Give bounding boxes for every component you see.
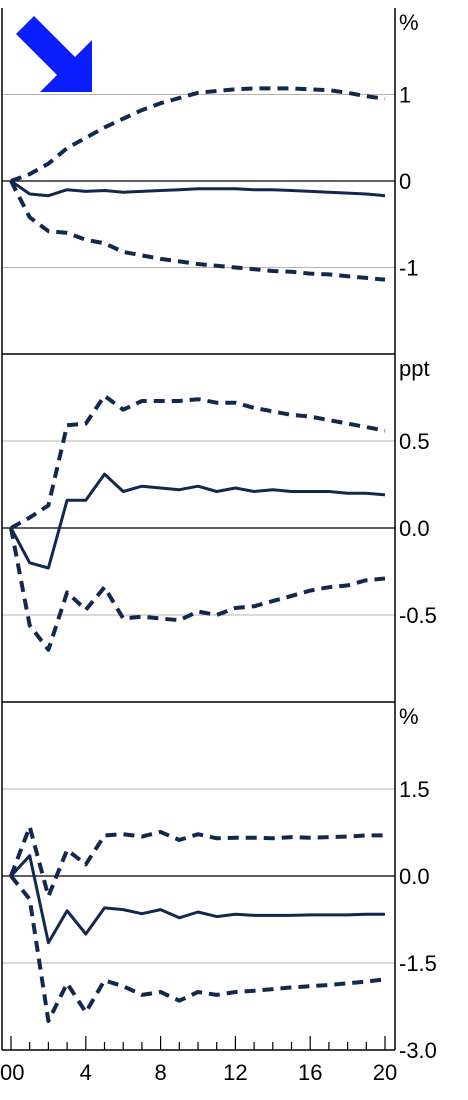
panel-2: 0.5 0.0 -0.5 ppt — [2, 356, 437, 652]
arrow-down-right-icon — [16, 16, 92, 92]
x-tick-label: 20 — [373, 1060, 397, 1085]
y-tick-label: 1 — [399, 83, 411, 108]
x-tick-label: 4 — [80, 1060, 92, 1085]
x-tick-label: 16 — [298, 1060, 322, 1085]
x-tick-label: 8 — [154, 1060, 166, 1085]
panel-3: 1.5 0.0 -1.5 -3.0% — [2, 704, 437, 1063]
x-axis: 00 4 8 12 16 20 — [0, 1036, 397, 1085]
x-tick-label: 12 — [223, 1060, 247, 1085]
unit-label: % — [399, 704, 419, 729]
y-tick-label: 0.0 — [399, 516, 430, 541]
central-estimate-line — [10, 179, 386, 198]
x-tick-label: 00 — [0, 1060, 24, 1085]
y-tick-label: -1 — [399, 256, 419, 281]
central-estimate-line — [9, 472, 386, 570]
chart-panels: 1 0 -1% 0.5 0.0 -0.5 ppt 1.5 0.0 -1.5 -3.0% — [1, 8, 437, 1063]
unit-label: ppt — [399, 356, 430, 381]
confidence-band-line — [9, 874, 386, 1023]
confidence-band-line — [10, 393, 386, 530]
confidence-band-line — [10, 86, 386, 183]
y-tick-label: 0 — [399, 169, 411, 194]
y-tick-label: -1.5 — [399, 951, 437, 976]
y-tick-label: 0.0 — [399, 864, 430, 889]
y-tick-label: -0.5 — [399, 603, 437, 628]
unit-label: % — [399, 10, 419, 35]
confidence-band-line — [9, 527, 386, 652]
y-tick-label: 0.5 — [399, 429, 430, 454]
y-tick-label: -3.0 — [399, 1038, 437, 1063]
confidence-band-line — [9, 180, 386, 282]
confidence-band-line — [9, 824, 385, 899]
central-estimate-line — [9, 854, 385, 945]
panel-1: 1 0 -1% — [2, 10, 419, 282]
y-tick-label: 1.5 — [399, 777, 430, 802]
